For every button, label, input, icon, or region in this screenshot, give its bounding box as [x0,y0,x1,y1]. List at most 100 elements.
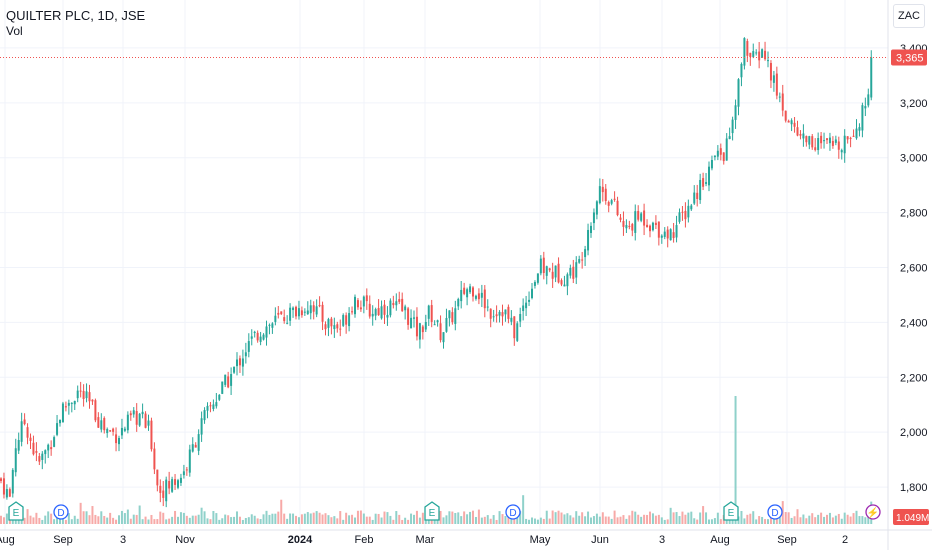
volume-bar[interactable] [333,516,336,524]
candle-body[interactable] [283,317,286,322]
candle-body[interactable] [696,192,699,199]
candle-body[interactable] [814,147,817,151]
volume-bar[interactable] [713,518,716,524]
volume-bar[interactable] [828,512,831,524]
candle-body[interactable] [592,212,595,224]
volume-bar[interactable] [831,517,834,524]
candle-body[interactable] [271,323,274,328]
volume-bar[interactable] [767,519,769,524]
volume-bar[interactable] [849,516,852,524]
candle-body[interactable] [424,321,427,330]
candle-body[interactable] [657,221,660,238]
volume-bar[interactable] [280,499,283,524]
volume-bar[interactable] [5,513,8,524]
volume-bar[interactable] [533,518,536,524]
currency-badge[interactable]: ZAC [893,4,925,28]
candle-body[interactable] [348,313,351,327]
volume-bar[interactable] [560,512,563,524]
candle-body[interactable] [171,479,174,492]
volume-bar[interactable] [67,513,70,524]
volume-bar[interactable] [542,518,545,524]
candle-body[interactable] [61,403,64,423]
candle-body[interactable] [94,400,97,421]
volume-bar[interactable] [224,514,227,524]
volume-bar[interactable] [663,519,666,524]
volume-bar[interactable] [345,512,348,524]
volume-bar[interactable] [404,517,407,524]
candle-body[interactable] [834,139,837,143]
volume-bar[interactable] [480,517,483,524]
volume-bar[interactable] [274,513,277,524]
volume-bar[interactable] [2,517,5,524]
candle-body[interactable] [486,306,489,308]
volume-bar[interactable] [20,517,23,524]
candle-body[interactable] [525,302,528,309]
volume-bar[interactable] [374,513,377,524]
volume-bar[interactable] [823,516,826,524]
volume-bar[interactable] [855,510,858,524]
volume-bar[interactable] [592,516,595,524]
candle-body[interactable] [557,263,560,283]
volume-bar[interactable] [14,517,17,524]
candle-body[interactable] [480,292,483,298]
volume-bar[interactable] [185,515,188,524]
candle-body[interactable] [492,316,495,318]
candle-body[interactable] [820,135,823,144]
volume-bar[interactable] [327,515,330,524]
volume-bar[interactable] [339,511,342,524]
candle-body[interactable] [268,324,271,326]
volume-bar[interactable] [690,511,693,524]
candle-body[interactable] [430,305,433,322]
candle-body[interactable] [598,186,601,204]
volume-bar[interactable] [814,517,817,524]
volume-bar[interactable] [811,513,814,524]
candle-body[interactable] [421,326,424,333]
candle-body[interactable] [613,198,616,200]
volume-bar[interactable] [528,519,531,524]
candle-body[interactable] [277,312,280,315]
volume-bar[interactable] [238,516,241,524]
candle-body[interactable] [153,448,156,470]
volume-bar[interactable] [162,512,165,524]
volume-bar[interactable] [156,519,159,524]
candle-body[interactable] [870,57,873,98]
candle-body[interactable] [144,413,147,428]
volume-bar[interactable] [693,518,696,524]
volume-bar[interactable] [681,511,684,524]
candle-body[interactable] [519,314,522,322]
volume-bar[interactable] [70,519,73,524]
candle-body[interactable] [510,317,513,322]
volume-bar[interactable] [398,514,401,524]
volume-bar[interactable] [126,509,129,524]
candle-body[interactable] [20,421,23,442]
volume-bar[interactable] [601,512,604,524]
volume-bar[interactable] [0,515,2,524]
candle-body[interactable] [826,138,828,141]
volume-bar[interactable] [554,512,557,524]
volume-bar[interactable] [227,515,230,524]
dividend-event-badge[interactable] [53,504,69,520]
candle-body[interactable] [309,305,312,314]
candle-body[interactable] [53,437,56,447]
volume-bar[interactable] [852,513,855,524]
candle-body[interactable] [837,141,840,150]
volume-bar[interactable] [29,515,32,524]
volume-bar[interactable] [191,515,194,524]
candle-body[interactable] [554,265,557,278]
volume-bar[interactable] [371,519,374,524]
volume-bar[interactable] [840,518,843,524]
candle-body[interactable] [88,392,91,402]
volume-bar[interactable] [44,515,47,524]
volume-bar[interactable] [336,518,339,524]
candle-body[interactable] [359,307,362,310]
candle-body[interactable] [725,138,728,161]
candle-body[interactable] [454,308,457,324]
candle-body[interactable] [634,211,637,233]
candle-body[interactable] [852,135,855,137]
candle-body[interactable] [132,410,135,415]
candle-body[interactable] [861,105,864,131]
candle-body[interactable] [398,299,401,302]
volume-bar[interactable] [666,519,669,524]
volume-bar[interactable] [457,512,460,524]
candle-body[interactable] [67,402,70,406]
